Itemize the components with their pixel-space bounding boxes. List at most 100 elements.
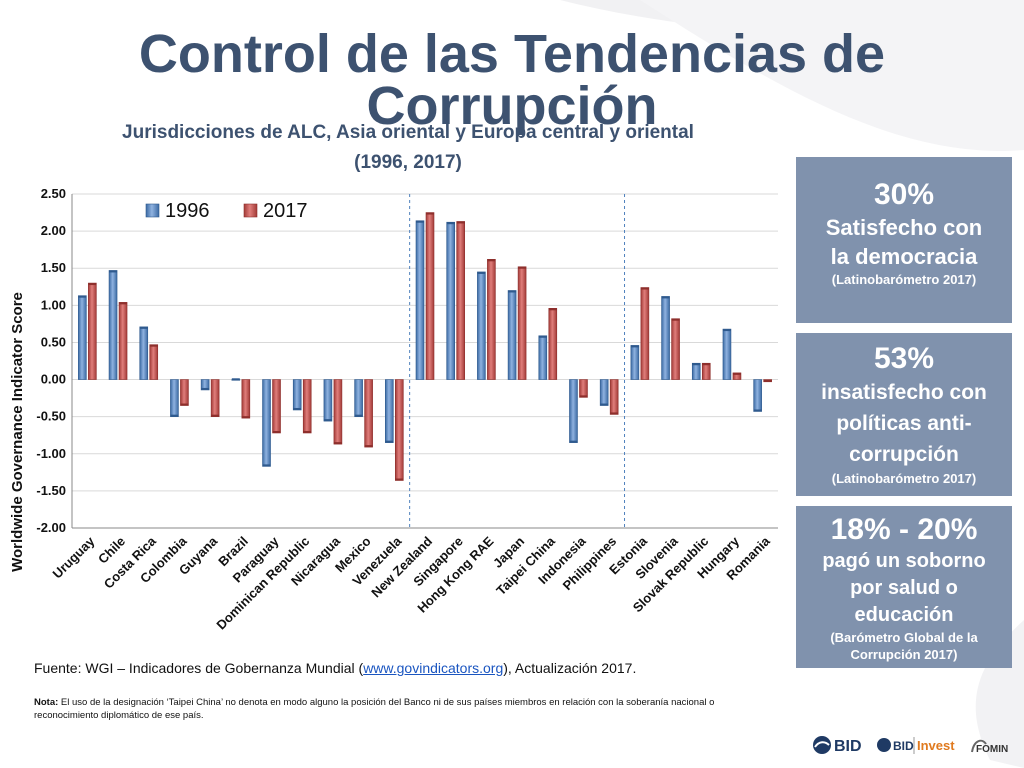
bar-cap <box>272 430 281 433</box>
stat-box-democracy: 30% Satisfecho con la democracia (Latino… <box>796 157 1012 323</box>
bar-cap <box>661 296 670 299</box>
y-tick-label: -1.00 <box>36 446 66 461</box>
bar-cap <box>732 372 741 375</box>
bar-cap <box>763 379 772 382</box>
bar-1996-dominican-republic <box>292 379 302 411</box>
bar-cap <box>395 478 404 481</box>
bar-1996-nicaragua <box>323 379 333 422</box>
bar-1996-indonesia <box>569 379 578 443</box>
bar-cap <box>477 271 486 274</box>
govindicators-link[interactable]: www.govindicators.org <box>363 660 504 676</box>
legend-swatch-1996 <box>145 203 160 218</box>
note: Nota: El uso de la designación ‘Taipei C… <box>34 696 734 722</box>
bar-cap <box>170 414 179 417</box>
y-tick-label: 1.00 <box>41 297 66 312</box>
stat-desc-line: la democracia <box>830 244 978 269</box>
bar-1996-japan <box>507 290 517 380</box>
bar-1996-uruguay <box>78 295 87 380</box>
bar-cap <box>753 409 762 412</box>
bar-cap <box>722 329 731 332</box>
y-tick-label: -2.00 <box>36 520 66 535</box>
bar-cap <box>702 363 711 366</box>
stat-box-anticorruption: 53% insatisfecho con políticas anti- cor… <box>796 333 1012 496</box>
chart-title-line1: Jurisdicciones de ALC, Asia oriental y E… <box>122 122 694 143</box>
bar-cap <box>579 395 588 398</box>
bar-cap <box>456 221 465 224</box>
bar-2017-colombia <box>180 379 189 406</box>
bar-cap <box>78 295 87 298</box>
bar-1996-singapore <box>446 221 455 380</box>
bid-logo: BID <box>813 736 862 755</box>
bar-2017-venezuela <box>395 379 404 481</box>
note-label: Nota: <box>34 697 59 708</box>
stat-desc-line: por salud o <box>850 577 958 599</box>
bar-2017-estonia <box>640 287 650 380</box>
stat-value: 30% <box>873 178 935 211</box>
bar-cap <box>88 283 97 286</box>
bid-invest-logo: BID Invest <box>877 737 955 754</box>
y-tick-label: 0.00 <box>41 372 66 387</box>
stat-source: (Barómetro Global de la <box>830 630 978 645</box>
stat-box-bribe: 18% - 20% pagó un soborno por salud o ed… <box>796 506 1012 668</box>
bar-2017-indonesia <box>579 379 588 398</box>
stat-desc-line: corrupción <box>849 443 959 466</box>
bar-cap <box>354 414 363 417</box>
bar-cap <box>548 308 557 311</box>
stat-desc-line: pagó un soborno <box>822 550 986 572</box>
bar-1996-romania <box>753 379 762 412</box>
bar-2017-guyana <box>210 379 220 417</box>
y-axis-label: Worldwide Governance Indicator Score <box>9 292 26 572</box>
source-prefix: Fuente: WGI – Indicadores de Gobernanza … <box>34 660 364 676</box>
bar-cap <box>293 407 302 410</box>
bar-1996-venezuela <box>385 379 394 443</box>
bar-2017-uruguay <box>88 282 97 380</box>
logo-bar: BID BID Invest FOMIN <box>812 732 1012 760</box>
stat-value: 53% <box>873 342 935 375</box>
y-tick-label: -0.50 <box>36 409 66 424</box>
bar-cap <box>109 270 118 273</box>
bid-invest-logo-text-2: Invest <box>917 738 955 753</box>
bar-1996-estonia <box>630 345 640 380</box>
legend-label-1996: 1996 <box>165 200 210 222</box>
bar-cap <box>630 345 639 348</box>
bar-cap <box>323 419 332 422</box>
bar-2017-new-zealand <box>425 212 435 380</box>
bar-chart: Jurisdicciones de ALC, Asia oriental y E… <box>9 122 778 632</box>
bar-1996-hungary <box>722 328 732 380</box>
legend-swatch-2017 <box>243 203 258 218</box>
bar-2017-japan <box>517 266 527 380</box>
bar-1996-slovak-republic <box>691 362 701 380</box>
bar-2017-mexico <box>364 379 373 448</box>
bar-cap <box>671 318 680 321</box>
stat-desc-line: Satisfecho con <box>825 215 983 240</box>
bar-cap <box>119 302 128 305</box>
bar-cap <box>303 430 312 433</box>
bar-1996-chile <box>108 270 118 380</box>
stat-source: (Latinobarómetro 2017) <box>831 272 977 287</box>
bar-1996-hong-kong-rae <box>477 271 486 380</box>
bar-2017-hong-kong-rae <box>487 259 496 380</box>
chart-title-line2: (1996, 2017) <box>354 152 462 173</box>
y-tick-label: -1.50 <box>36 483 66 498</box>
y-tick-label: 2.00 <box>41 223 66 238</box>
stat-source: Corrupción 2017) <box>850 647 958 662</box>
bid-logo-text: BID <box>834 738 862 755</box>
y-tick-label: 2.50 <box>41 186 66 201</box>
bar-cap <box>241 416 250 419</box>
bar-2017-singapore <box>456 221 465 380</box>
bar-cap <box>333 442 342 445</box>
bar-cap <box>416 220 424 223</box>
legend-label-2017: 2017 <box>263 200 308 222</box>
stat-value: 18% - 20% <box>830 513 978 546</box>
stat-desc-line: insatisfecho con <box>821 381 987 404</box>
bar-cap <box>487 259 496 262</box>
bar-cap <box>139 326 148 329</box>
bar-1996-mexico <box>354 379 363 417</box>
bid-invest-logo-text-1: BID <box>893 739 914 753</box>
bar-2017-taipei-china <box>548 308 558 380</box>
bar-2017-nicaragua <box>333 379 343 445</box>
bar-1996-new-zealand <box>415 220 425 380</box>
bar-2017-philippines <box>609 379 619 415</box>
note-body: El uso de la designación ‘Taipei China’ … <box>34 697 715 721</box>
bar-2017-slovak-republic <box>701 362 711 380</box>
